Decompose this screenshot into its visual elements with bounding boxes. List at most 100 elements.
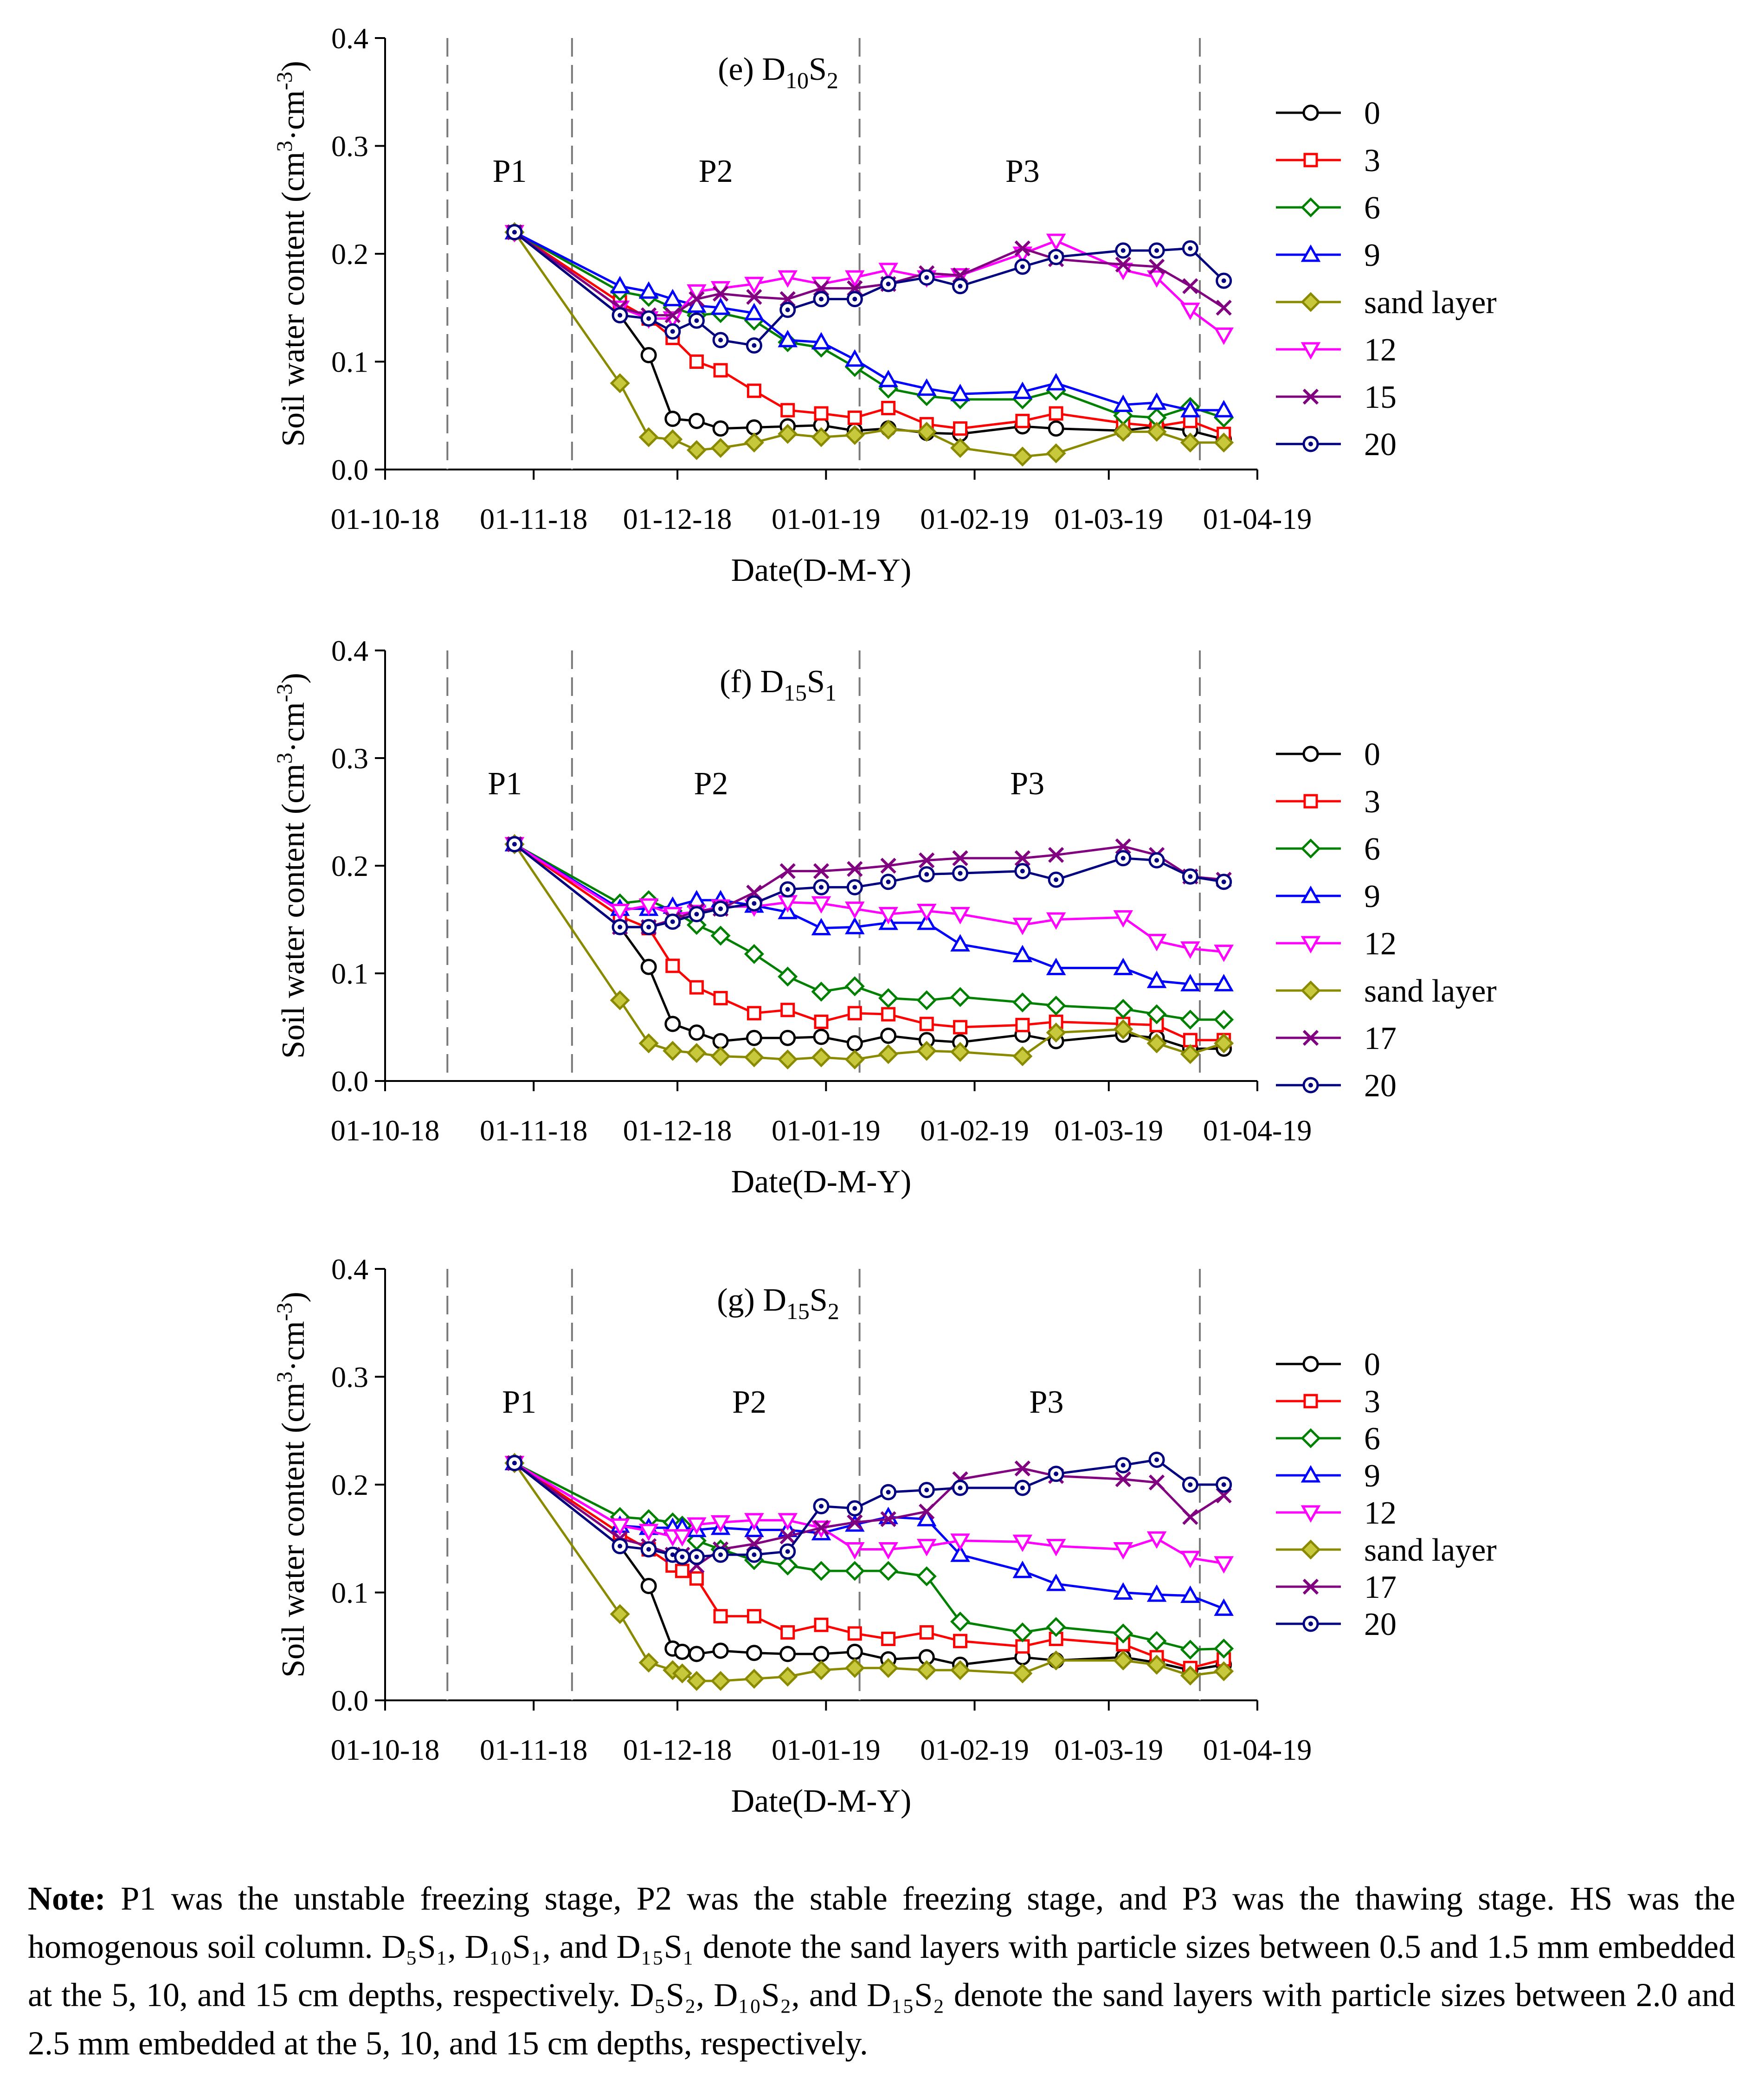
data-point — [1182, 278, 1198, 294]
data-point — [686, 440, 707, 460]
y-tick-label: 0.4 — [331, 22, 368, 55]
data-point-dot — [1188, 874, 1193, 879]
data-point — [1113, 958, 1133, 975]
data-point-dot — [852, 885, 857, 890]
data-point — [1180, 400, 1200, 418]
x-tick-label: 01-03-19 — [1054, 502, 1163, 535]
data-point — [950, 987, 971, 1007]
y-tick-label: 0.0 — [331, 453, 368, 486]
data-point — [813, 1646, 830, 1662]
data-point-dot — [1154, 248, 1159, 253]
data-point-dot — [1020, 264, 1025, 269]
data-point — [744, 277, 764, 295]
x-tick-label: 01-04-19 — [1203, 502, 1312, 535]
data-point — [846, 1035, 863, 1052]
data-point — [953, 421, 968, 436]
note-label: Note: — [28, 1880, 106, 1917]
legend-label: 20 — [1364, 427, 1397, 463]
data-point — [845, 917, 865, 934]
data-point-dot — [1020, 869, 1025, 874]
data-point — [1214, 432, 1234, 453]
phase-label: P3 — [1005, 154, 1040, 189]
data-point — [878, 369, 898, 387]
data-point — [1180, 941, 1200, 959]
data-point — [811, 1561, 831, 1581]
data-point — [744, 944, 764, 964]
data-point — [844, 425, 865, 445]
x-tick-label: 01-04-19 — [1203, 1733, 1312, 1766]
data-point — [779, 1528, 796, 1544]
data-point — [916, 1539, 937, 1557]
data-point — [778, 329, 798, 347]
data-point — [916, 912, 937, 930]
data-point — [664, 411, 681, 427]
data-point — [1146, 270, 1167, 288]
data-point — [778, 966, 798, 987]
data-point — [1113, 1019, 1133, 1040]
data-point — [847, 1626, 862, 1641]
legend-marker — [1302, 1356, 1319, 1372]
x-tick-label: 01-02-19 — [920, 1733, 1029, 1766]
data-point — [610, 990, 630, 1010]
data-point — [1146, 1584, 1167, 1602]
data-point-dot — [924, 872, 929, 877]
phase-label: P1 — [488, 766, 522, 802]
data-point-dot — [958, 1485, 963, 1490]
note-text: P1 was the unstable freezing stage, P2 w… — [28, 1880, 1735, 2062]
data-point-dot — [1120, 248, 1126, 253]
data-point — [1012, 446, 1033, 467]
x-tick-label: 01-10-18 — [331, 502, 440, 535]
data-point-dot — [785, 1549, 790, 1554]
legend-marker — [1303, 794, 1318, 809]
data-point — [953, 1020, 968, 1035]
data-point — [638, 1524, 659, 1542]
series-sand-layer — [504, 834, 1234, 1070]
data-point — [916, 1041, 937, 1061]
data-point — [1012, 945, 1033, 963]
data-point — [780, 1625, 795, 1640]
data-point — [1146, 1033, 1167, 1054]
data-point — [950, 1611, 971, 1632]
data-point — [950, 1042, 971, 1062]
legend: 0 3 6 9 12 sand layer 17 20 — [1276, 737, 1497, 1104]
data-point — [844, 1049, 865, 1070]
data-point — [686, 1043, 707, 1063]
data-point — [845, 270, 865, 288]
data-point — [878, 988, 899, 1008]
data-point — [1180, 1044, 1200, 1064]
data-point — [1214, 1556, 1234, 1574]
data-point — [1182, 1509, 1198, 1525]
data-point — [1115, 1471, 1131, 1487]
x-tick-label: 01-12-18 — [623, 1733, 732, 1766]
data-point — [778, 270, 798, 288]
data-point — [878, 1561, 899, 1581]
data-point — [710, 1046, 731, 1067]
data-point — [610, 903, 630, 921]
legend-marker — [1302, 388, 1319, 405]
data-point — [1113, 422, 1133, 442]
legend-marker — [1300, 885, 1321, 903]
series-20 — [506, 1452, 1232, 1565]
legend-marker — [1300, 244, 1321, 262]
data-point — [688, 1646, 705, 1662]
y-tick-label: 0.1 — [331, 1576, 368, 1609]
phase-label: P3 — [1030, 1384, 1064, 1420]
data-point — [916, 1566, 937, 1587]
data-point — [778, 1513, 798, 1531]
data-point — [665, 959, 680, 973]
data-point — [844, 976, 865, 997]
data-point — [747, 383, 761, 398]
data-point — [1115, 257, 1131, 273]
data-point-dot — [819, 1504, 824, 1509]
legend-label: 15 — [1364, 380, 1397, 415]
data-point — [638, 1653, 659, 1673]
data-point-dot — [785, 307, 790, 312]
x-tick-label: 01-11-18 — [480, 502, 587, 535]
x-tick-label: 01-11-18 — [480, 1114, 587, 1147]
data-point — [1214, 1033, 1234, 1054]
data-point — [881, 1631, 896, 1646]
data-point-dot — [852, 1506, 857, 1511]
legend-label: 17 — [1364, 1021, 1397, 1056]
data-point — [878, 1542, 898, 1560]
data-point — [1180, 1585, 1200, 1603]
